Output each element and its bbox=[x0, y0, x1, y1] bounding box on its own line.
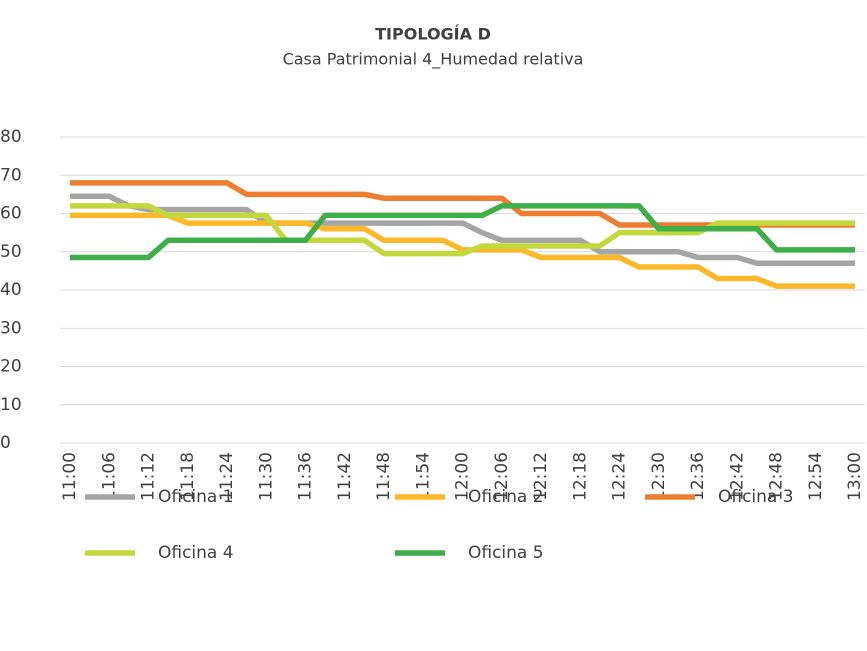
series-line bbox=[70, 203, 855, 261]
series-line bbox=[70, 212, 855, 289]
y-tick-label: 70 bbox=[0, 165, 22, 185]
series-line bbox=[70, 193, 855, 266]
x-tick-label: 12:36 bbox=[688, 452, 708, 501]
y-tick-label: 60 bbox=[0, 204, 22, 224]
y-tick-label: 50 bbox=[0, 242, 22, 262]
x-tick-label: 11:30 bbox=[256, 452, 276, 501]
chart-title: TIPOLOGÍA D bbox=[375, 25, 491, 44]
x-tick-label: 12:00 bbox=[453, 452, 473, 501]
legend-label: Oficina 2 bbox=[468, 487, 544, 507]
series-line bbox=[70, 203, 855, 257]
x-tick-label: 12:42 bbox=[727, 452, 747, 501]
x-tick-label: 12:54 bbox=[806, 452, 826, 501]
legend-label: Oficina 3 bbox=[718, 487, 794, 507]
x-tick-label: 11:54 bbox=[413, 452, 433, 501]
legend-label: Oficina 1 bbox=[158, 487, 234, 507]
x-tick-label: 11:24 bbox=[217, 452, 237, 501]
x-tick-label: 12:30 bbox=[649, 452, 669, 501]
x-tick-label: 11:00 bbox=[60, 452, 80, 501]
x-tick-label: 11:18 bbox=[178, 452, 198, 501]
x-tick-label: 12:48 bbox=[767, 452, 787, 501]
series-line bbox=[70, 180, 855, 228]
y-tick-label: 40 bbox=[0, 280, 22, 300]
y-tick-label: 30 bbox=[0, 318, 22, 338]
x-tick-label: 12:24 bbox=[610, 452, 630, 501]
chart-subtitle: Casa Patrimonial 4_Humedad relativa bbox=[283, 50, 584, 70]
y-tick-label: 20 bbox=[0, 357, 22, 377]
x-tick-label: 11:36 bbox=[296, 452, 316, 501]
x-tick-label: 13:00 bbox=[845, 452, 865, 501]
x-tick-label: 12:12 bbox=[531, 452, 551, 501]
x-tick-label: 12:18 bbox=[570, 452, 590, 501]
y-tick-label: 0 bbox=[0, 433, 11, 453]
x-tick-label: 11:42 bbox=[335, 452, 355, 501]
x-tick-label: 11:48 bbox=[374, 452, 394, 501]
x-tick-label: 11:06 bbox=[99, 452, 119, 501]
x-tick-label: 12:06 bbox=[492, 452, 512, 501]
x-tick-label: 11:12 bbox=[139, 452, 159, 501]
y-tick-label: 80 bbox=[0, 127, 22, 147]
legend-label: Oficina 5 bbox=[468, 543, 544, 563]
y-tick-label: 10 bbox=[0, 395, 22, 415]
legend-label: Oficina 4 bbox=[158, 543, 234, 563]
